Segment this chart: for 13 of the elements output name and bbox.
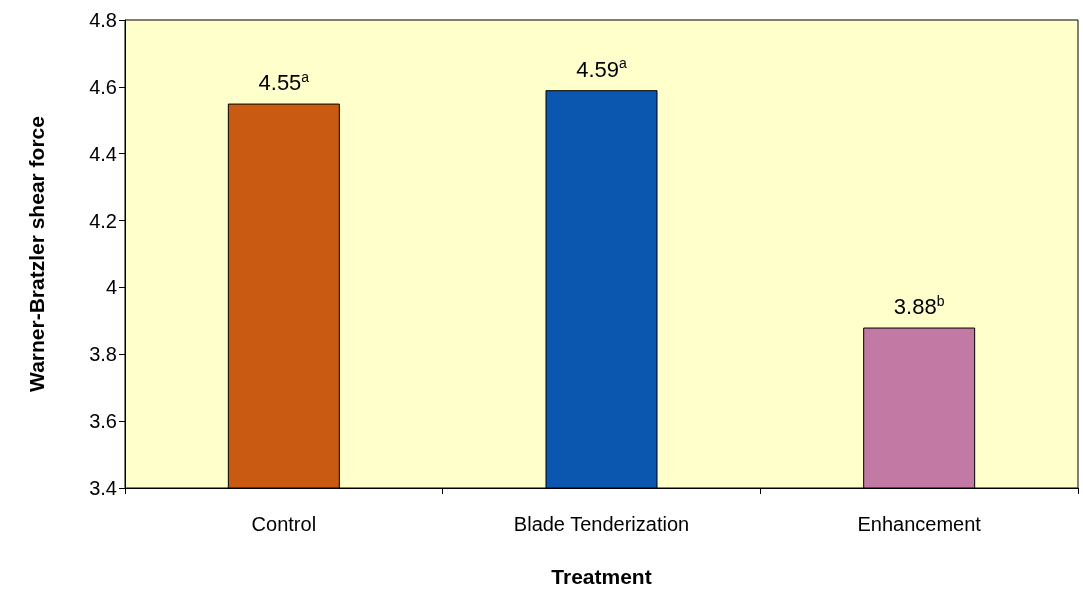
x-axis-title: Treatment [551,565,652,588]
y-tick-label: 3.4 [89,477,117,499]
y-axis-title: Warner-Bratzler shear force [25,116,48,392]
y-tick-label: 4 [105,276,117,299]
y-tick-label: 3.8 [89,343,117,366]
y-tick-label: 4.4 [89,142,117,165]
x-tick-label: Blade Tenderization [513,513,690,535]
y-tick-label: 4.2 [89,209,117,232]
x-tick-label: Enhancement [857,513,982,535]
y-tick-label: 4.6 [89,75,117,98]
y-tick-label: 3.6 [89,410,117,433]
x-tick-label: Control [251,513,317,535]
y-tick-label: 4.8 [89,9,117,31]
